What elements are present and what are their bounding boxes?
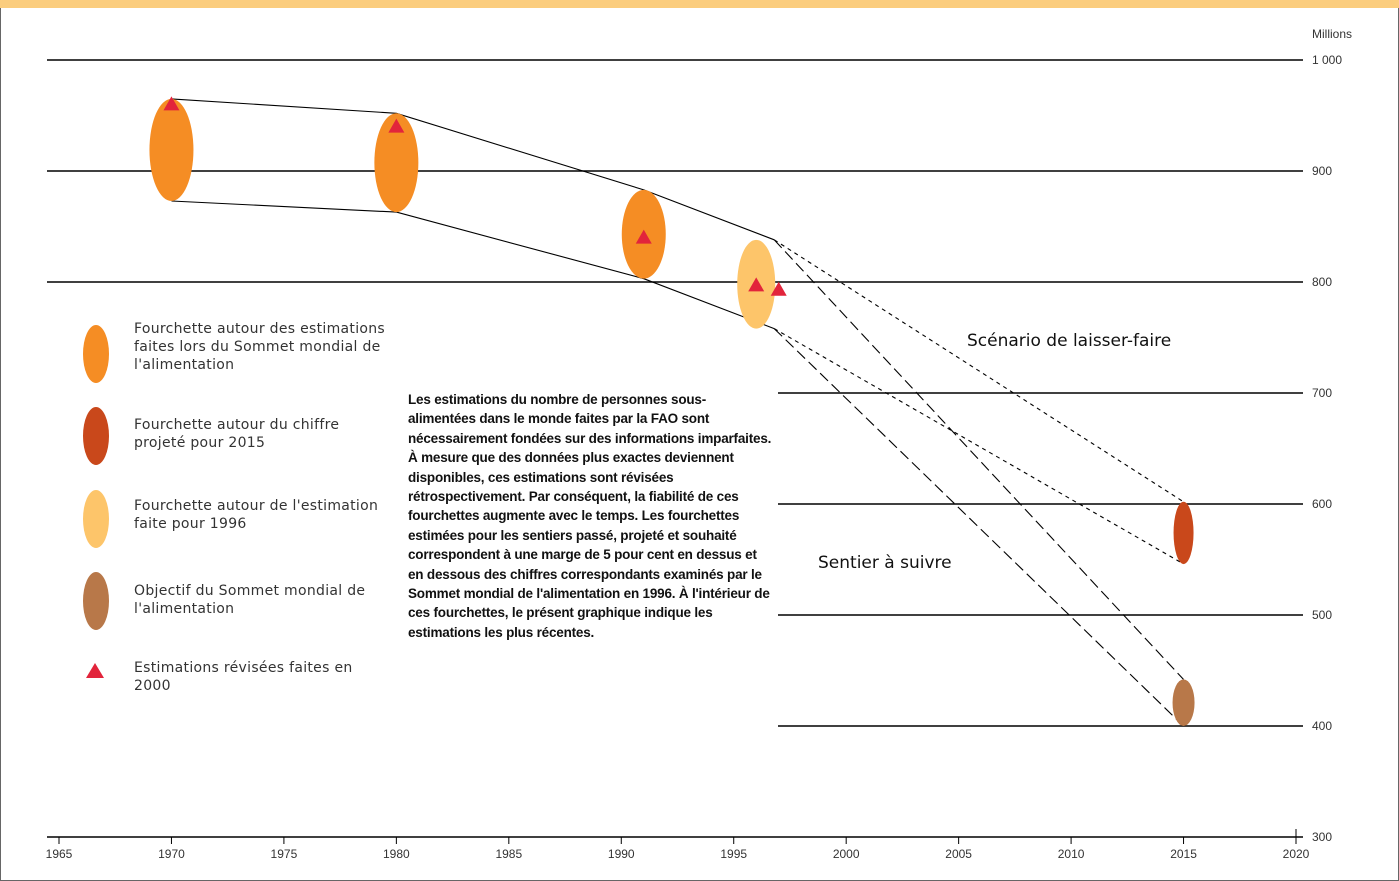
- legend-symbol-2: [83, 490, 109, 548]
- revised-estimate-marker-1: [388, 118, 405, 133]
- x-tick-label-1995: 1995: [720, 847, 747, 861]
- top-color-bar: [0, 0, 1399, 8]
- revised-estimate-marker-2: [635, 229, 652, 244]
- envelope-upper-line: [171, 98, 775, 241]
- explanatory-note: Les estimations du nombre de personnes s…: [408, 392, 772, 640]
- x-tick-label-2010: 2010: [1058, 847, 1085, 861]
- laisser-faire-path-0: [773, 239, 1184, 503]
- y-tick-label-800: 800: [1312, 275, 1332, 289]
- target-path-1: [773, 328, 1184, 727]
- summit_range-ellipse-1970: [149, 98, 194, 201]
- target-path-0: [773, 239, 1184, 680]
- gridlines: [47, 59, 1303, 727]
- legend-symbol-3: [83, 572, 109, 630]
- y-tick-label-400: 400: [1312, 719, 1332, 733]
- x-tick-label-1985: 1985: [495, 847, 522, 861]
- revised-estimate-marker-0: [163, 96, 180, 111]
- laisser-faire-path-1: [773, 328, 1184, 565]
- y-tick-label-600: 600: [1312, 497, 1332, 511]
- revised-estimate-marker-4: [770, 281, 787, 296]
- legend-symbol-0: [83, 325, 109, 383]
- y-tick-label-500: 500: [1312, 608, 1332, 622]
- x-tick-label-1980: 1980: [383, 847, 410, 861]
- legend-label-2: Fourchette autour de l'estimation faite …: [134, 498, 379, 532]
- envelope-lower-line: [171, 200, 775, 330]
- legend-label-1: Fourchette autour du chiffre projeté pou…: [134, 417, 340, 451]
- x-tick-label-2020: 2020: [1283, 847, 1310, 861]
- legend-label-4: Estimations révisées faites en 2000: [134, 660, 353, 694]
- revised-estimate-marker-3: [748, 277, 765, 292]
- legend-symbol-4: [86, 663, 104, 678]
- target_range-ellipse-2015: [1172, 679, 1195, 726]
- x-tick-label-2015: 2015: [1170, 847, 1197, 861]
- y-tick-label-700: 700: [1312, 386, 1332, 400]
- projection_2015_range-ellipse-2015: [1173, 501, 1194, 564]
- path-label: Sentier à suivre: [818, 553, 952, 573]
- range-ellipses: [149, 98, 1195, 726]
- legend-symbols: [83, 325, 109, 678]
- y-axis: Millions 300 400 500 600 700 800 900 1 000: [1295, 27, 1352, 844]
- chart-annotations: Scénario de laisser-faire Sentier à suivr…: [818, 331, 1171, 573]
- summit_range-ellipse-1980: [374, 113, 419, 213]
- x-tick-label-1965: 1965: [46, 847, 73, 861]
- x-tick-label-1970: 1970: [158, 847, 185, 861]
- legend-label-3: Objectif du Sommet mondial de l'alimenta…: [134, 583, 366, 617]
- y-tick-label-300: 300: [1312, 830, 1332, 844]
- x-tick-label-1975: 1975: [271, 847, 298, 861]
- legend-label-0: Fourchette autour des estimations faites…: [134, 321, 386, 373]
- x-tick-label-2005: 2005: [945, 847, 972, 861]
- x-tick-label-2000: 2000: [833, 847, 860, 861]
- y-axis-title: Millions: [1312, 27, 1352, 41]
- scenario-label: Scénario de laisser-faire: [967, 331, 1171, 351]
- trend-paths: [171, 98, 1184, 727]
- x-tick-label-1990: 1990: [608, 847, 635, 861]
- revised-estimate-markers: [163, 96, 787, 296]
- x-axis: 1965 1970 1975 1980 1985 1990 1995 2000 2005 2010…: [46, 836, 1310, 861]
- legend-symbol-1: [83, 407, 109, 465]
- y-tick-label-900: 900: [1312, 164, 1332, 178]
- y-tick-label-1000: 1 000: [1312, 53, 1342, 67]
